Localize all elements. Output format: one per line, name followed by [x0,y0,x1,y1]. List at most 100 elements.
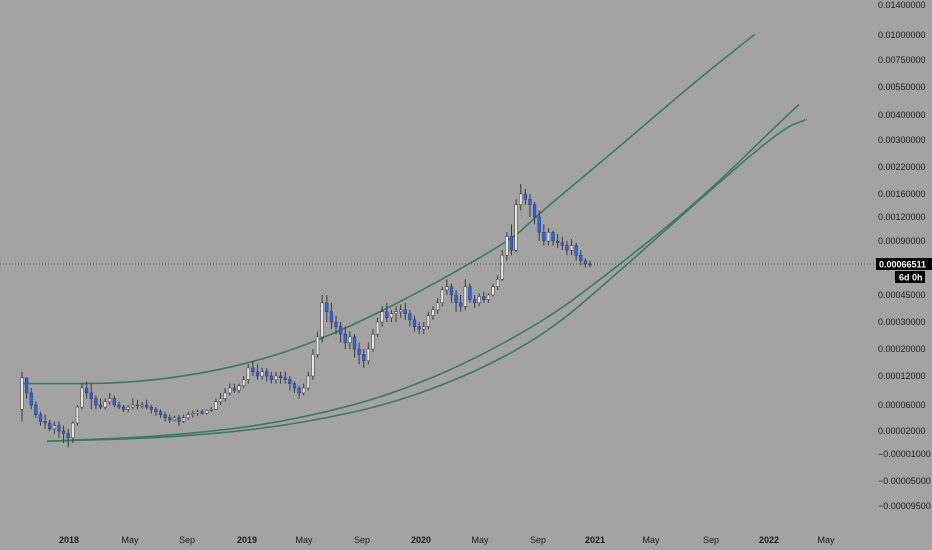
candle-body-up [366,348,370,362]
candle-body-up [172,417,177,421]
candle [320,295,324,343]
candle-body-up [486,294,491,300]
candle [417,322,421,335]
candle [149,405,153,414]
x-tick-label: 2021 [585,535,605,545]
candle [556,233,560,249]
trend-curve [46,118,807,442]
candle-body-down [29,392,33,406]
candle [569,239,574,256]
candle [61,425,66,444]
candle [532,201,537,225]
candle [108,392,112,405]
y-tick-label: −0.00009500 [878,501,931,511]
candle-body-up [569,245,574,251]
candle [52,421,56,434]
y-tick-label: 0.00550000 [878,82,926,92]
y-axis[interactable]: 0.01400000 0.01000000 0.00750000 0.00550000… [878,0,931,511]
candle-body-down [163,414,167,419]
x-tick-label: 2018 [59,535,79,545]
candle-body-up [181,417,186,422]
candle-body-down [537,216,541,233]
candle [445,279,449,295]
candle [422,322,426,335]
candle [200,409,204,415]
candle [389,309,394,322]
candle-body-down [468,286,472,300]
y-tick-label: 0.00750000 [878,55,926,65]
candle [459,295,463,312]
candle-body-up [375,321,380,335]
candle-body-down [94,398,98,406]
candle [57,421,61,438]
candle-body-down [34,404,38,415]
candle-body-up [52,425,56,429]
candle-body-down [121,406,126,410]
x-tick-label: 2020 [411,535,431,545]
candle [131,398,135,410]
candle-body-down [66,433,70,439]
candle-body-up [496,279,500,288]
candle-body-down [542,231,546,242]
candle-body-down [135,404,140,407]
candle-body-up [131,404,135,408]
candle [579,250,583,266]
candle-body-down [168,417,172,421]
price-tag-value: 0.00066511 [879,260,926,270]
candle [449,283,454,303]
candle-body-up [422,326,426,330]
candle-body-down [98,404,103,408]
candle-body-down [523,193,527,200]
candle-body-down [352,336,357,350]
y-tick-label: 0.00006000 [878,400,926,410]
candle-body-up [246,367,250,380]
x-axis[interactable]: 2018 May Sep 2019 May Sep 2020 May Sep 2021 May Sep… [59,535,835,545]
candle-body-down [338,326,343,335]
candle [24,377,29,399]
candle-body-down [449,286,454,296]
candle [29,388,33,410]
candle [486,293,491,303]
candle-body-down [560,242,564,246]
candle [232,383,237,393]
y-tick-label: −0.00005000 [878,476,931,486]
candle-body-down [385,311,389,318]
candle [278,371,283,384]
candle-body-up [463,286,467,307]
candle [297,385,301,399]
candle-body-down [334,321,338,327]
y-tick-label: 0.01000000 [878,30,926,40]
candle-body-down [297,387,301,394]
candle [431,306,435,320]
candle [496,275,500,290]
candle-body-down [403,309,407,314]
candle [509,224,514,256]
candle-body-down [574,245,578,256]
candle [426,311,431,330]
candle-body-down [509,236,514,251]
candle-body-up [75,406,80,424]
candle [523,188,527,205]
candle-body-up [237,385,241,391]
price-tag-box [876,258,932,270]
y-tick-label: 0.00020000 [878,344,926,354]
candle-body-up [435,302,440,311]
candle-body-up [491,286,495,296]
candle [48,419,52,431]
candle-body-up [186,414,190,419]
candle [140,401,144,409]
candle [288,376,292,391]
candle-body-down [362,354,366,362]
candle [500,250,504,281]
candle-body-down [61,430,66,434]
candle [403,302,407,320]
candle-body-up [519,193,523,205]
candle-body-up [505,236,509,256]
candle [334,315,338,335]
candle-body-up [260,371,264,377]
candle [505,232,509,261]
candle [85,381,89,399]
candle [195,409,200,416]
